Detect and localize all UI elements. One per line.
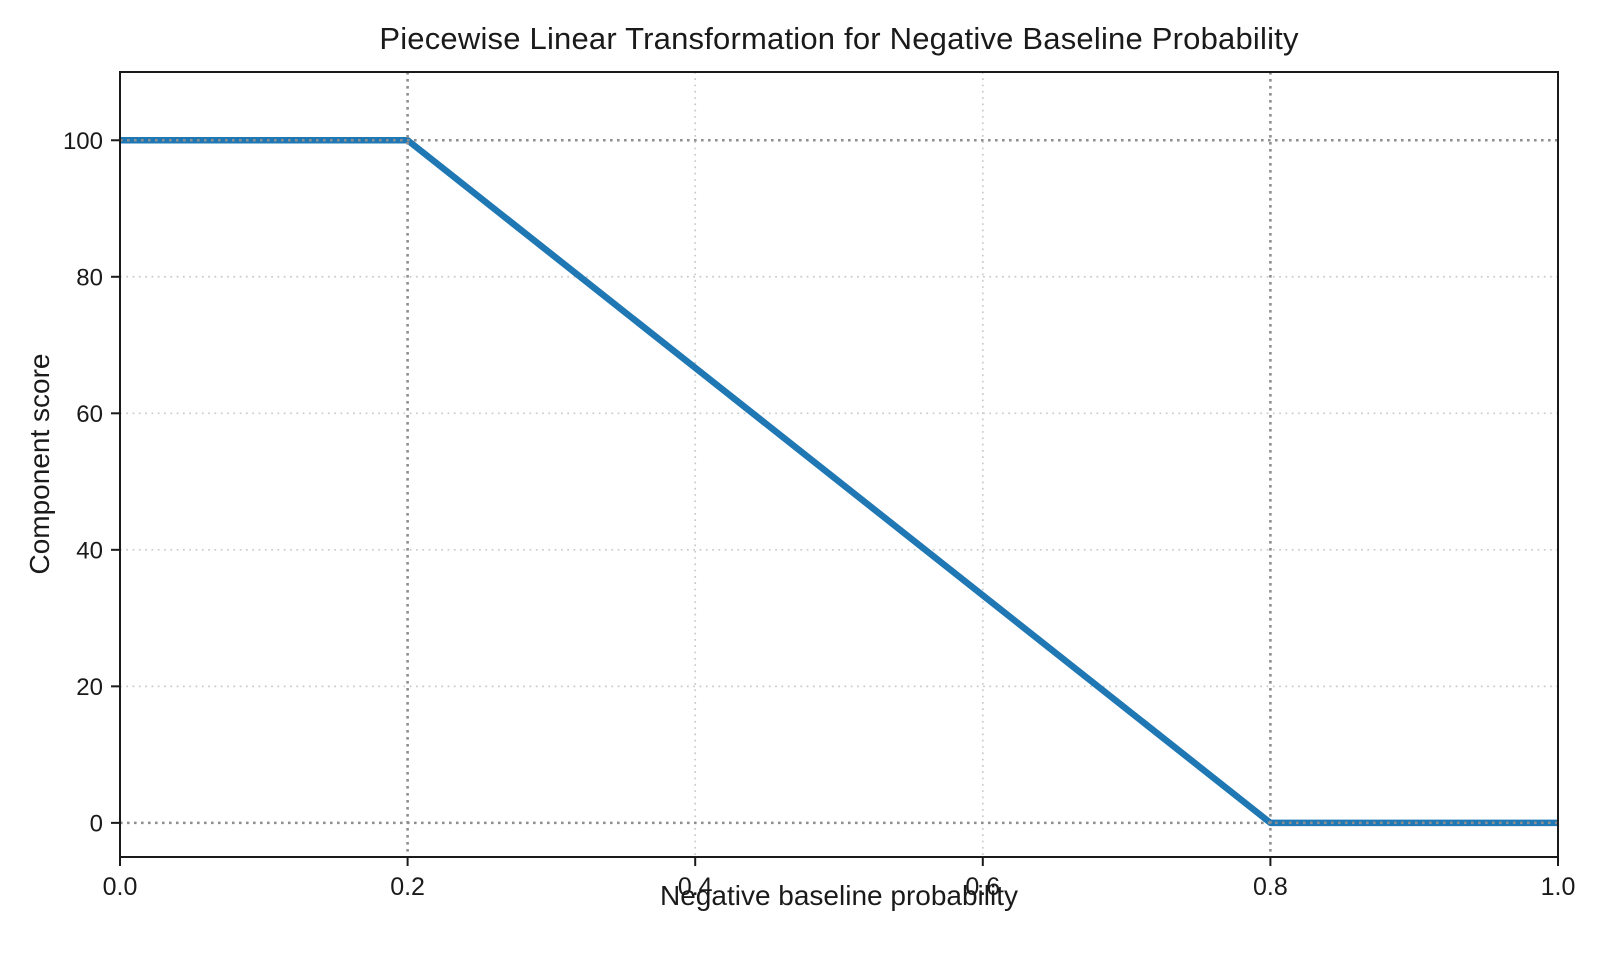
y-tick-label: 0 xyxy=(90,810,103,837)
x-tick-label: 0.4 xyxy=(678,873,713,901)
x-tick-label: 0.0 xyxy=(103,873,138,901)
y-axis-label: Component score xyxy=(24,353,55,575)
plot-border xyxy=(119,71,1559,858)
y-tick-label: 40 xyxy=(76,537,103,564)
x-tick-label: 0.6 xyxy=(965,873,1000,901)
y-tick-label: 100 xyxy=(63,128,103,155)
x-tick-label: 0.8 xyxy=(1253,873,1288,901)
chart-title: Piecewise Linear Transformation for Nega… xyxy=(379,21,1299,56)
y-tick-label: 20 xyxy=(76,674,103,701)
x-tick-label: 0.2 xyxy=(390,873,425,901)
x-axis-label: Negative baseline probability xyxy=(660,880,1018,911)
y-tick-label: 80 xyxy=(76,264,103,291)
y-tick-label: 60 xyxy=(76,401,103,428)
x-tick-label: 1.0 xyxy=(1541,873,1576,901)
series-line-piecewise-transform xyxy=(120,137,1558,827)
